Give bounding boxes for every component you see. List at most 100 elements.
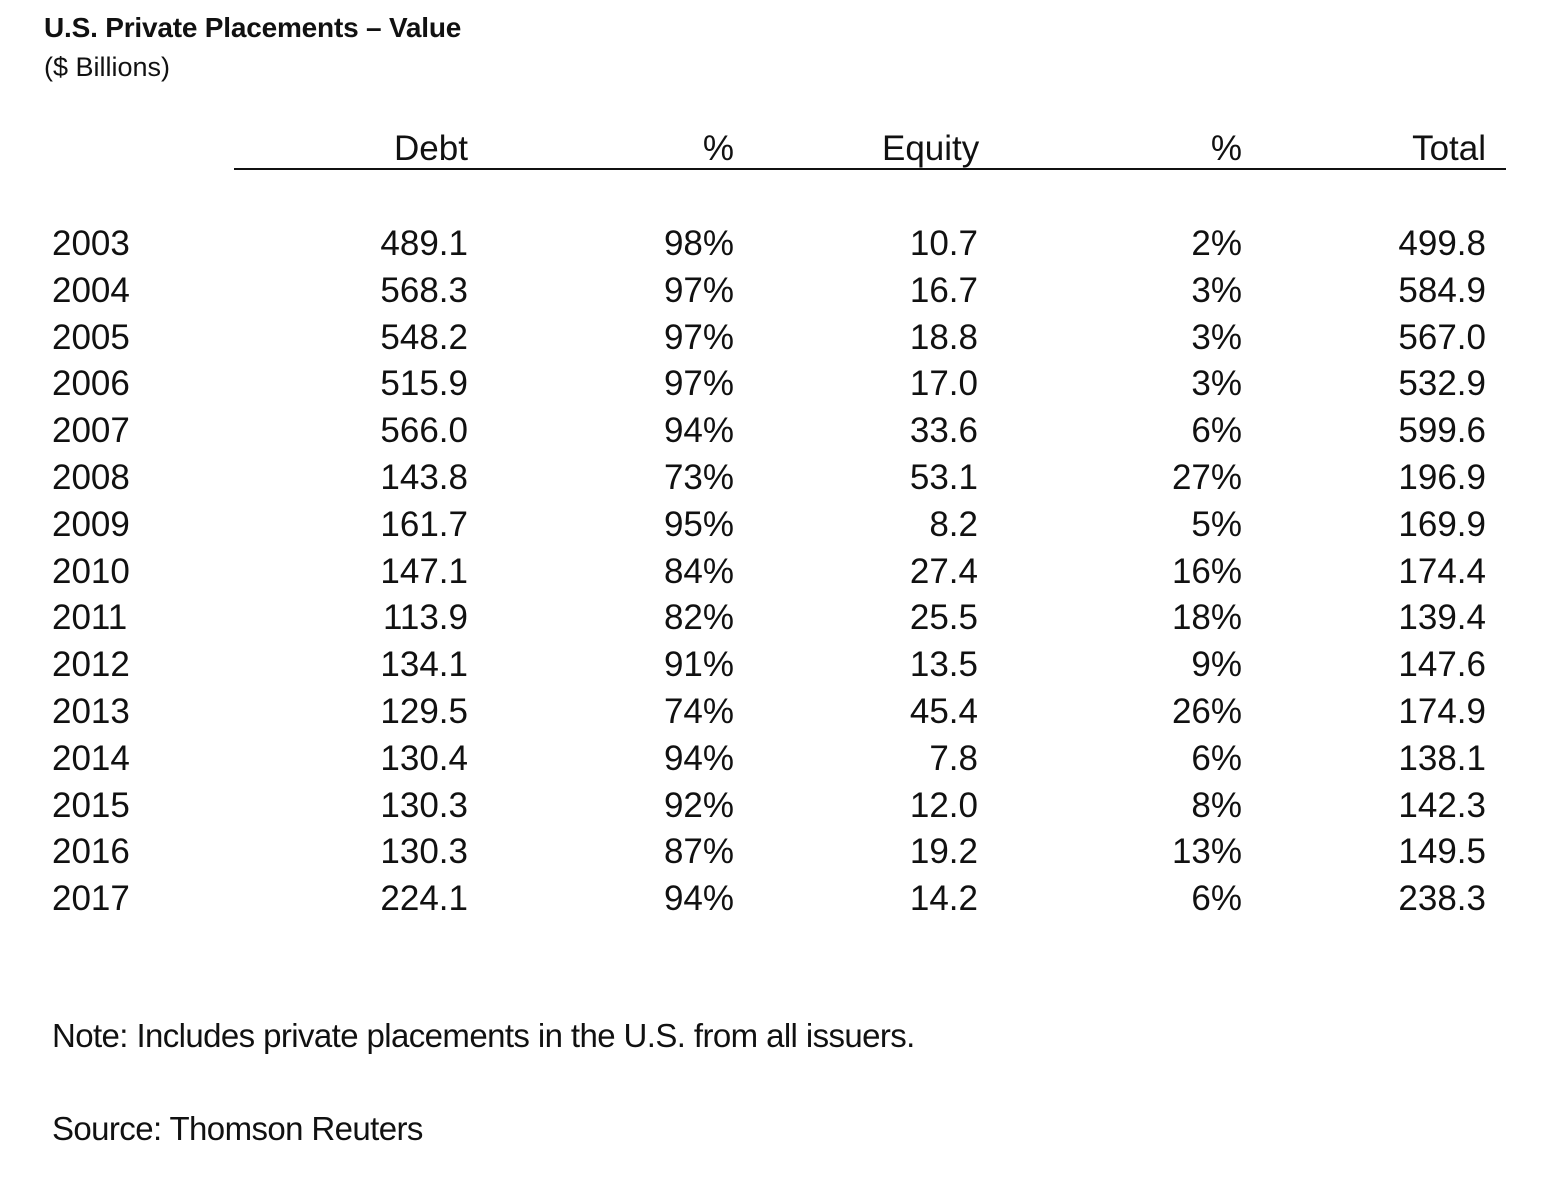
year-cell: 2004 bbox=[52, 270, 130, 310]
year-cell: 2009 bbox=[52, 504, 130, 544]
debt-percent-cell: 91% bbox=[663, 645, 734, 685]
debt-percent-cell: 97% bbox=[663, 270, 734, 310]
debt-cell: 548.2 bbox=[380, 317, 468, 357]
table-row: 2007 566.0 94% 33.6 6% 599.6 bbox=[0, 409, 1560, 456]
debt-percent-cell: 73% bbox=[663, 457, 734, 497]
year-cell: 2007 bbox=[52, 411, 130, 451]
total-cell: 169.9 bbox=[1398, 504, 1486, 544]
total-cell: 584.9 bbox=[1398, 270, 1486, 310]
debt-cell: 147.1 bbox=[380, 551, 468, 591]
equity-cell: 16.7 bbox=[909, 270, 978, 310]
equity-cell: 12.0 bbox=[909, 785, 978, 825]
total-cell: 142.3 bbox=[1398, 785, 1486, 825]
year-cell: 2016 bbox=[52, 832, 130, 872]
debt-cell: 515.9 bbox=[380, 364, 468, 404]
debt-cell: 143.8 bbox=[380, 457, 468, 497]
table-note: Note: Includes private placements in the… bbox=[52, 1017, 915, 1054]
equity-percent-cell: 5% bbox=[1191, 504, 1242, 544]
debt-percent-cell: 97% bbox=[663, 317, 734, 357]
year-cell: 2010 bbox=[52, 551, 130, 591]
equity-percent-cell: 3% bbox=[1191, 364, 1242, 404]
year-cell: 2012 bbox=[52, 645, 130, 685]
debt-percent-cell: 98% bbox=[663, 224, 734, 263]
column-header-total: Total bbox=[1412, 129, 1486, 168]
table-row: 2016 130.3 87% 19.2 13% 149.5 bbox=[0, 830, 1560, 877]
debt-percent-cell: 94% bbox=[663, 738, 734, 778]
equity-percent-cell: 2% bbox=[1191, 224, 1242, 263]
total-cell: 196.9 bbox=[1398, 457, 1486, 497]
equity-cell: 45.4 bbox=[909, 691, 978, 731]
table-row: 2012 134.1 91% 13.5 9% 147.6 bbox=[0, 643, 1560, 690]
debt-cell: 130.3 bbox=[380, 785, 468, 825]
equity-percent-cell: 6% bbox=[1191, 738, 1242, 778]
debt-cell: 568.3 bbox=[380, 270, 468, 310]
equity-percent-cell: 8% bbox=[1191, 785, 1242, 825]
equity-cell: 53.1 bbox=[909, 457, 978, 497]
year-cell: 2017 bbox=[52, 879, 130, 919]
equity-percent-cell: 16% bbox=[1171, 551, 1242, 591]
total-cell: 149.5 bbox=[1398, 832, 1486, 872]
debt-percent-cell: 84% bbox=[663, 551, 734, 591]
debt-percent-cell: 95% bbox=[663, 504, 734, 544]
total-cell: 499.8 bbox=[1398, 224, 1486, 263]
equity-percent-cell: 13% bbox=[1171, 832, 1242, 872]
table-header: Debt % Equity % Total bbox=[0, 128, 1560, 170]
table-subtitle: ($ Billions) bbox=[44, 52, 171, 82]
debt-cell: 489.1 bbox=[380, 224, 468, 263]
equity-percent-cell: 26% bbox=[1171, 691, 1242, 731]
table-row: 2005 548.2 97% 18.8 3% 567.0 bbox=[0, 316, 1560, 363]
total-cell: 238.3 bbox=[1398, 879, 1486, 919]
table-body: 2003 489.1 98% 10.7 2% 499.8 2004 568.3 97% 16.7 3… bbox=[0, 222, 1560, 924]
year-cell: 2015 bbox=[52, 785, 130, 825]
equity-cell: 7.8 bbox=[929, 738, 978, 778]
table-row: 2017 224.1 94% 14.2 6% 238.3 bbox=[0, 877, 1560, 924]
debt-percent-cell: 92% bbox=[663, 785, 734, 825]
equity-percent-cell: 3% bbox=[1191, 317, 1242, 357]
equity-percent-cell: 9% bbox=[1191, 645, 1242, 685]
debt-cell: 130.3 bbox=[380, 832, 468, 872]
total-cell: 174.9 bbox=[1398, 691, 1486, 731]
table-row: 2004 568.3 97% 16.7 3% 584.9 bbox=[0, 269, 1560, 316]
column-header-equity-percent: % bbox=[1210, 129, 1242, 168]
year-cell: 2014 bbox=[52, 738, 130, 778]
total-cell: 599.6 bbox=[1398, 411, 1486, 451]
equity-cell: 10.7 bbox=[909, 224, 978, 263]
table-row: 2014 130.4 94% 7.8 6% 138.1 bbox=[0, 737, 1560, 784]
debt-percent-cell: 82% bbox=[663, 598, 734, 638]
year-cell: 2013 bbox=[52, 691, 130, 731]
debt-cell: 134.1 bbox=[380, 645, 468, 685]
total-cell: 174.4 bbox=[1398, 551, 1486, 591]
table-row: 2010 147.1 84% 27.4 16% 174.4 bbox=[0, 550, 1560, 597]
debt-cell: 161.7 bbox=[380, 504, 468, 544]
equity-cell: 33.6 bbox=[909, 411, 978, 451]
debt-percent-cell: 94% bbox=[663, 879, 734, 919]
debt-cell: 129.5 bbox=[380, 691, 468, 731]
equity-cell: 13.5 bbox=[909, 645, 978, 685]
debt-percent-cell: 97% bbox=[663, 364, 734, 404]
total-cell: 147.6 bbox=[1398, 645, 1486, 685]
table-title: U.S. Private Placements – Value bbox=[44, 12, 462, 43]
total-cell: 567.0 bbox=[1398, 317, 1486, 357]
equity-percent-cell: 6% bbox=[1191, 411, 1242, 451]
equity-cell: 18.8 bbox=[909, 317, 978, 357]
table-row: 2008 143.8 73% 53.1 27% 196.9 bbox=[0, 456, 1560, 503]
equity-cell: 27.4 bbox=[909, 551, 978, 591]
equity-cell: 14.2 bbox=[909, 879, 978, 919]
equity-percent-cell: 6% bbox=[1191, 879, 1242, 919]
header-divider bbox=[234, 168, 1506, 170]
equity-cell: 25.5 bbox=[909, 598, 978, 638]
year-cell: 2006 bbox=[52, 364, 130, 404]
table-row: 2011 113.9 82% 25.5 18% 139.4 bbox=[0, 596, 1560, 643]
year-cell: 2011 bbox=[52, 598, 128, 638]
year-cell: 2003 bbox=[52, 224, 130, 263]
table-row: 2006 515.9 97% 17.0 3% 532.9 bbox=[0, 362, 1560, 409]
column-header-equity: Equity bbox=[882, 129, 980, 168]
total-cell: 532.9 bbox=[1398, 364, 1486, 404]
equity-cell: 8.2 bbox=[929, 504, 978, 544]
debt-percent-cell: 94% bbox=[663, 411, 734, 451]
debt-percent-cell: 87% bbox=[663, 832, 734, 872]
total-cell: 138.1 bbox=[1398, 738, 1486, 778]
year-cell: 2005 bbox=[52, 317, 130, 357]
debt-cell: 113.9 bbox=[383, 598, 468, 638]
debt-cell: 566.0 bbox=[380, 411, 468, 451]
